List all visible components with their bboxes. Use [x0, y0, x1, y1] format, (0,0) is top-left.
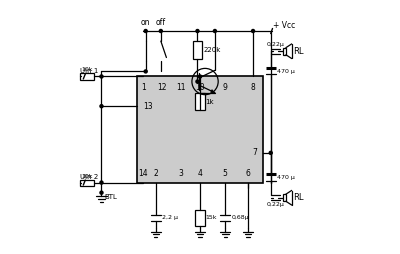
Bar — [80, 73, 94, 80]
Bar — [80, 180, 94, 186]
Text: 6: 6 — [246, 169, 250, 178]
Circle shape — [159, 29, 162, 33]
Text: RL: RL — [294, 47, 304, 56]
Text: 14: 14 — [138, 169, 148, 178]
Text: 470 μ: 470 μ — [277, 175, 295, 180]
Circle shape — [100, 75, 103, 78]
Text: + Vcc: + Vcc — [273, 21, 296, 30]
Text: Uin 2: Uin 2 — [80, 174, 98, 180]
Text: 10k: 10k — [81, 173, 92, 179]
Bar — [283, 47, 286, 55]
Text: Uin 1: Uin 1 — [80, 68, 98, 74]
Text: BTL: BTL — [104, 194, 117, 200]
Circle shape — [144, 70, 147, 73]
Bar — [196, 93, 204, 110]
Text: 1k: 1k — [206, 99, 214, 105]
Text: 0,22μ: 0,22μ — [267, 202, 285, 207]
Text: 7: 7 — [252, 148, 257, 157]
Text: 12: 12 — [157, 83, 167, 92]
Bar — [283, 194, 286, 201]
Text: 8: 8 — [251, 83, 256, 92]
Text: 9: 9 — [223, 83, 228, 92]
Text: on: on — [141, 18, 150, 27]
Bar — [193, 41, 202, 59]
Text: 13: 13 — [143, 102, 153, 111]
Text: 10k: 10k — [81, 67, 92, 72]
Circle shape — [198, 75, 202, 78]
Circle shape — [252, 29, 254, 33]
Circle shape — [100, 191, 103, 194]
Text: 5: 5 — [223, 169, 228, 178]
Text: off: off — [156, 18, 166, 27]
Bar — [196, 210, 204, 226]
Text: 4: 4 — [198, 169, 202, 178]
Circle shape — [144, 29, 147, 33]
Circle shape — [269, 151, 272, 154]
Circle shape — [196, 29, 199, 33]
Text: 15k: 15k — [206, 215, 217, 220]
Text: 470 μ: 470 μ — [277, 69, 295, 74]
Text: 10: 10 — [195, 83, 205, 92]
Circle shape — [100, 105, 103, 108]
Text: 2,2 μ: 2,2 μ — [162, 215, 178, 220]
Text: 220k: 220k — [203, 47, 220, 53]
Bar — [137, 76, 263, 183]
Text: 2: 2 — [154, 169, 158, 178]
Text: 0,68μ: 0,68μ — [231, 215, 249, 220]
Text: RL: RL — [294, 193, 304, 202]
Text: 11: 11 — [176, 83, 186, 92]
Circle shape — [100, 181, 103, 184]
Text: 3: 3 — [179, 169, 184, 178]
Text: 0,22μ: 0,22μ — [267, 42, 285, 47]
Circle shape — [196, 80, 199, 83]
Text: 1: 1 — [141, 83, 146, 92]
Circle shape — [213, 29, 216, 33]
